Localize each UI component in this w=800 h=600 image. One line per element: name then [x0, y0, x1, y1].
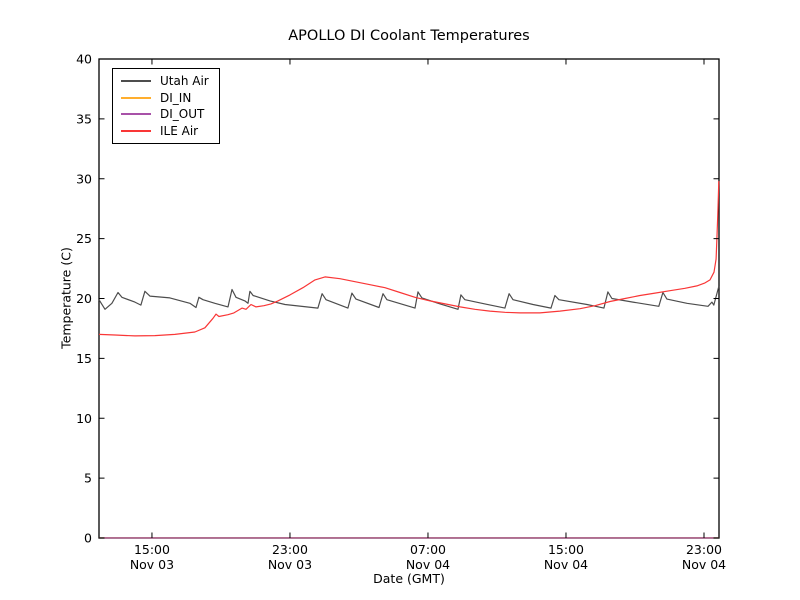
legend: Utah Air DI_IN DI_OUT ILE Air — [112, 68, 220, 144]
series-utah-air-line — [98, 286, 720, 310]
y-tick-label: 25 — [76, 231, 92, 246]
legend-item-utah-air: Utah Air — [121, 73, 209, 90]
y-tick-label: 30 — [76, 171, 92, 186]
x-tick-label-time: 15:00 — [134, 542, 170, 557]
x-tick-label-date: Nov 04 — [682, 557, 726, 572]
legend-line-di-in — [121, 96, 151, 99]
x-tick-label-time: 23:00 — [686, 542, 722, 557]
legend-label-di-in: DI_IN — [160, 90, 192, 105]
legend-item-di-out: DI_OUT — [121, 106, 209, 123]
x-tick-label-date: Nov 04 — [544, 557, 588, 572]
series-ile-air-line — [98, 181, 720, 337]
x-tick-label-time: 07:00 — [410, 542, 446, 557]
legend-line-utah-air — [121, 80, 151, 83]
legend-item-ile-air: ILE Air — [121, 123, 209, 140]
legend-line-di-out — [121, 113, 151, 116]
legend-line-ile-air — [121, 129, 151, 132]
y-tick-label: 35 — [76, 111, 92, 126]
series-lines — [98, 181, 720, 539]
y-tick-label: 5 — [84, 471, 92, 486]
y-tick-label: 10 — [76, 411, 92, 426]
y-ticks: 0 5 10 15 20 25 30 35 40 — [76, 52, 719, 546]
x-tick-label-date: Nov 03 — [268, 557, 312, 572]
chart-title: APOLLO DI Coolant Temperatures — [288, 28, 530, 44]
x-axis-label: Date (GMT) — [373, 571, 445, 586]
y-tick-label: 20 — [76, 291, 92, 306]
legend-label-ile-air: ILE Air — [160, 123, 199, 138]
legend-label-utah-air: Utah Air — [160, 74, 209, 89]
x-tick-label-date: Nov 03 — [130, 557, 174, 572]
y-axis-label-text: Temperature (C) — [58, 247, 74, 349]
y-tick-label: 15 — [76, 351, 92, 366]
legend-item-di-in: DI_IN — [121, 90, 209, 107]
legend-label-di-out: DI_OUT — [160, 107, 205, 122]
x-tick-label-date: Nov 04 — [406, 557, 450, 572]
y-tick-label: 0 — [84, 531, 92, 546]
x-tick-label-time: 15:00 — [548, 542, 584, 557]
y-tick-label: 40 — [76, 52, 92, 67]
x-tick-label-time: 23:00 — [272, 542, 308, 557]
